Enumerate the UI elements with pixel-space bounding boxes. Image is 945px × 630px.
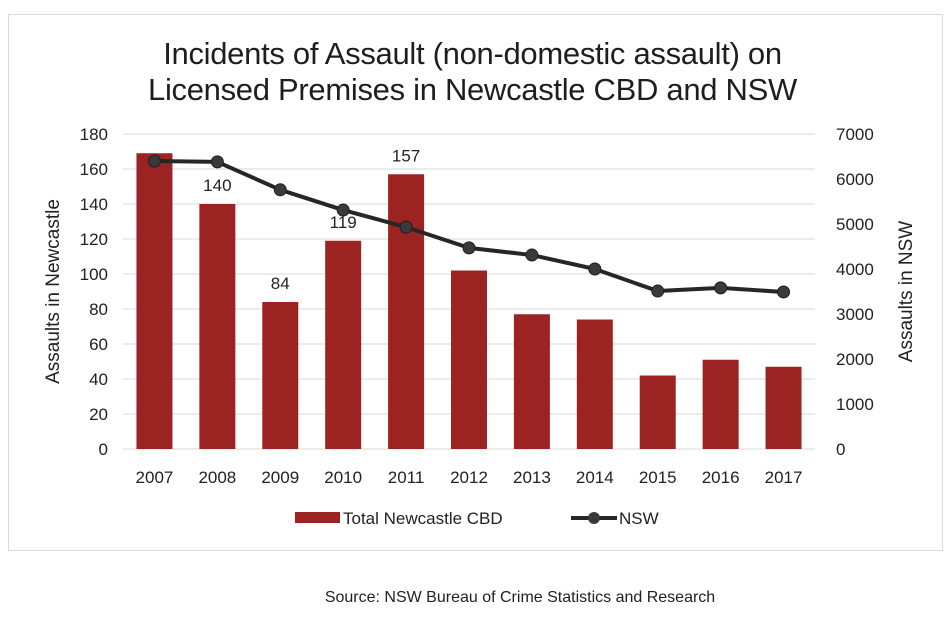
y-tick-label: 120 (80, 230, 108, 249)
bar-newcastle-2009 (262, 302, 299, 449)
bar-newcastle-2017 (765, 366, 802, 449)
bar-newcastle-2012 (451, 270, 487, 449)
x-tick-label: 2016 (702, 468, 740, 487)
bar-newcastle-2014 (576, 319, 613, 449)
y2-tick-label: 5000 (836, 215, 874, 234)
bar-newcastle-2016 (702, 359, 739, 449)
y2-tick-label: 3000 (836, 305, 874, 324)
bar-newcastle-2011 (388, 174, 425, 449)
point-nsw-2015 (651, 284, 665, 298)
y-tick-label: 40 (89, 370, 108, 389)
x-tick-label: 2009 (261, 468, 299, 487)
y-tick-label: 140 (80, 195, 108, 214)
x-tick-label: 2017 (765, 468, 803, 487)
y-axis-title: Assaults in Newcastle (43, 199, 64, 384)
x-tick-label: 2008 (198, 468, 236, 487)
y-tick-label: 80 (89, 300, 108, 319)
legend-swatch-newcastle (295, 512, 340, 523)
point-nsw-2017 (777, 285, 791, 299)
y2-tick-label: 6000 (836, 170, 874, 189)
bar-newcastle-2007 (136, 153, 173, 449)
y2-tick-label: 0 (836, 440, 845, 459)
x-tick-label: 2013 (513, 468, 551, 487)
y2-tick-label: 4000 (836, 260, 874, 279)
data-label: 157 (392, 146, 420, 165)
x-tick-label: 2014 (576, 468, 614, 487)
point-nsw-2007 (147, 154, 161, 168)
y2-axis-title: Assaults in NSW (896, 221, 917, 363)
x-tick-label: 2010 (324, 468, 362, 487)
data-label: 140 (203, 176, 231, 195)
y-tick-label: 20 (89, 405, 108, 424)
legend-label-nsw: NSW (619, 509, 659, 528)
y-tick-label: 180 (80, 125, 108, 144)
x-tick-label: 2011 (388, 468, 425, 487)
point-nsw-2011 (399, 220, 413, 234)
x-tick-label: 2007 (136, 468, 174, 487)
point-nsw-2016 (714, 281, 728, 295)
y-tick-label: 160 (80, 160, 108, 179)
chart-title-line-2: Licensed Premises in Newcastle CBD and N… (148, 72, 797, 107)
legend-label-newcastle: Total Newcastle CBD (343, 509, 503, 528)
y2-tick-label: 1000 (836, 395, 874, 414)
x-tick-label: 2012 (450, 468, 488, 487)
point-nsw-2010 (336, 203, 350, 217)
point-nsw-2012 (462, 241, 476, 255)
point-nsw-2008 (210, 155, 224, 169)
bar-newcastle-2013 (513, 314, 550, 449)
chart-title-line-1: Incidents of Assault (non-domestic assau… (163, 36, 782, 71)
y-tick-label: 0 (99, 440, 108, 459)
legend-marker-nsw (588, 512, 600, 524)
data-label: 84 (271, 274, 290, 293)
point-nsw-2013 (525, 248, 539, 262)
y2-tick-label: 2000 (836, 350, 874, 369)
x-tick-label: 2015 (639, 468, 677, 487)
bar-newcastle-2010 (325, 240, 362, 449)
y2-tick-label: 7000 (836, 125, 874, 144)
y-tick-label: 100 (80, 265, 108, 284)
point-nsw-2009 (273, 183, 287, 197)
point-nsw-2014 (588, 262, 602, 276)
bar-newcastle-2008 (199, 204, 236, 449)
y-tick-label: 60 (89, 335, 108, 354)
bar-newcastle-2015 (639, 375, 676, 449)
source-note: Source: NSW Bureau of Crime Statistics a… (324, 589, 716, 606)
data-label: 119 (330, 213, 357, 232)
